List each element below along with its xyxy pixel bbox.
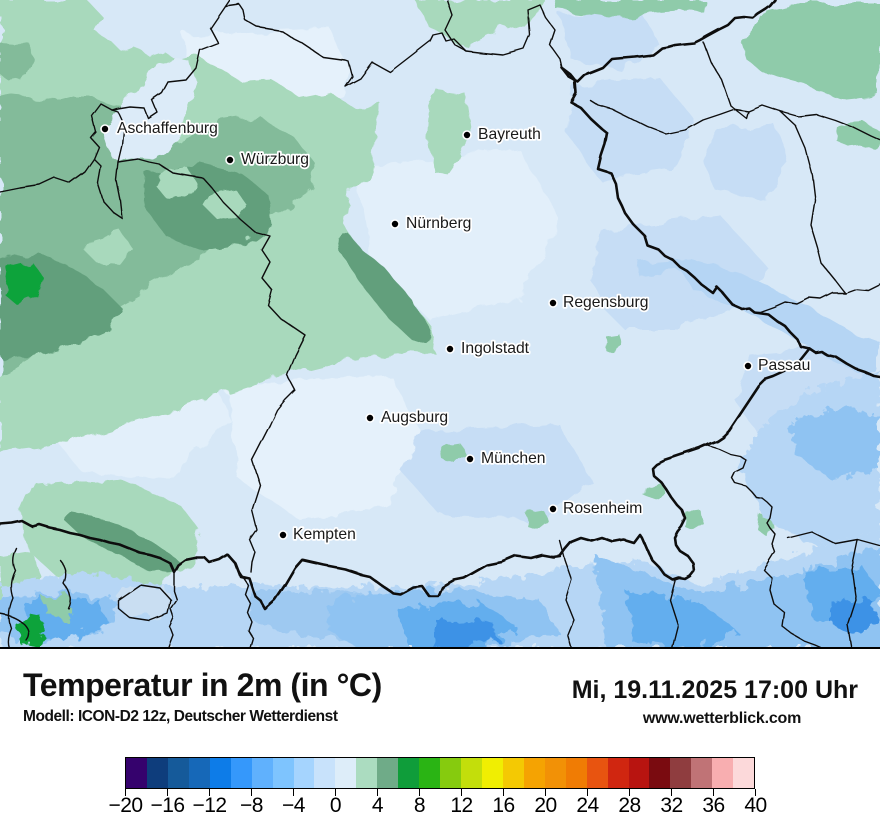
- svg-text:Bayreuth: Bayreuth: [478, 126, 541, 143]
- svg-text:München: München: [481, 450, 546, 467]
- svg-text:Aschaffenburg: Aschaffenburg: [117, 120, 218, 137]
- svg-text:Würzburg: Würzburg: [241, 151, 309, 168]
- svg-text:Augsburg: Augsburg: [381, 409, 448, 426]
- svg-text:Kempten: Kempten: [293, 526, 356, 543]
- svg-text:Regensburg: Regensburg: [563, 294, 648, 311]
- svg-text:Rosenheim: Rosenheim: [563, 500, 642, 517]
- svg-text:Passau: Passau: [758, 357, 810, 374]
- svg-text:Nürnberg: Nürnberg: [406, 215, 471, 232]
- svg-text:Ingolstadt: Ingolstadt: [461, 340, 530, 357]
